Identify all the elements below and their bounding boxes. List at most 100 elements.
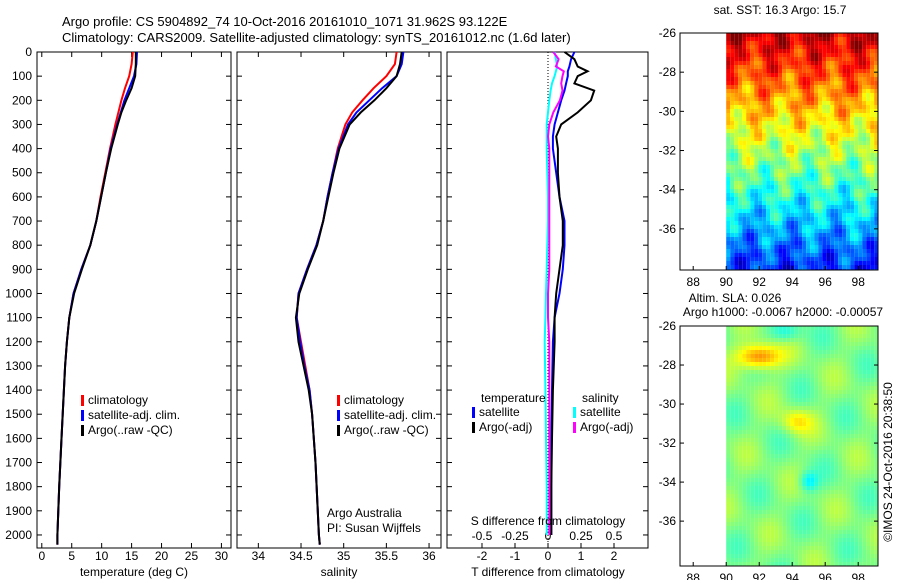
map-cell [802, 261, 807, 265]
map-cell [738, 406, 743, 410]
map-cell [870, 85, 875, 89]
map-cell [794, 97, 799, 101]
map-cell [726, 374, 731, 378]
map-cell [794, 125, 799, 129]
map-cell [814, 458, 819, 462]
map-cell [730, 426, 735, 430]
map-cell [814, 350, 819, 354]
map-cell [726, 249, 731, 253]
map-cell [730, 442, 735, 446]
map-cell [874, 546, 878, 550]
map-cell [750, 342, 755, 346]
map-cell [830, 426, 835, 430]
map-cell [866, 85, 871, 89]
map-cell [846, 414, 851, 418]
map-cell [750, 249, 755, 253]
map-cell [822, 334, 827, 338]
map-cell [746, 49, 751, 53]
map-cell [766, 498, 771, 502]
map-cell [874, 209, 878, 213]
map-cell [726, 193, 731, 197]
map-cell [730, 554, 735, 558]
map-cell [806, 137, 811, 141]
map-cell [726, 514, 731, 518]
map-cell [778, 338, 783, 342]
map-cell [870, 454, 875, 458]
depth-tick-label: 1900 [5, 504, 32, 518]
map-cell [798, 133, 803, 137]
map-cell [866, 334, 871, 338]
map-cell [806, 57, 811, 61]
map-cell [802, 410, 807, 414]
map-cell [750, 562, 755, 566]
map-cell [790, 205, 795, 209]
map-cell [798, 173, 803, 177]
map-cell [798, 197, 803, 201]
map-cell [782, 346, 787, 350]
map-cell [818, 454, 823, 458]
map-cell [846, 486, 851, 490]
map-cell [742, 253, 747, 257]
map-cell [786, 526, 791, 530]
map-cell [770, 538, 775, 542]
map-cell [742, 97, 747, 101]
map-cell [770, 177, 775, 181]
map-cell [850, 189, 855, 193]
map-cell [834, 213, 839, 217]
sla-map-subtitle: Argo h1000: -0.0067 h2000: -0.00057 [683, 305, 883, 319]
map-cell [766, 478, 771, 482]
map-cell [790, 502, 795, 506]
map-cell [798, 53, 803, 57]
map-cell [782, 125, 787, 129]
map-cell [762, 426, 767, 430]
map-cell [870, 213, 875, 217]
map-cell [842, 382, 847, 386]
map-cell [794, 249, 799, 253]
map-cell [766, 418, 771, 422]
map-cell [870, 386, 875, 390]
map-cell [802, 237, 807, 241]
map-cell [754, 77, 759, 81]
map-cell [858, 193, 863, 197]
map-cell [742, 438, 747, 442]
map-cell [782, 37, 787, 41]
map-cell [794, 77, 799, 81]
map-cell [734, 53, 739, 57]
map-cell [746, 562, 751, 566]
legend-label: satellite [479, 405, 520, 419]
map-cell [802, 390, 807, 394]
map-cell [870, 378, 875, 382]
map-cell [786, 438, 791, 442]
map-cell [830, 109, 835, 113]
map-cell [822, 261, 827, 265]
map-cell [842, 446, 847, 450]
map-cell [806, 45, 811, 49]
map-cell [846, 233, 851, 237]
map-cell [746, 390, 751, 394]
map-cell [738, 370, 743, 374]
map-cell [866, 438, 871, 442]
map-cell [738, 129, 743, 133]
map-cell [790, 85, 795, 89]
map-cell [782, 454, 787, 458]
map-cell [794, 225, 799, 229]
map-cell [750, 502, 755, 506]
map-cell [786, 374, 791, 378]
map-cell [862, 165, 867, 169]
map-cell [834, 402, 839, 406]
map-cell [838, 113, 843, 117]
map-cell [766, 97, 771, 101]
map-cell [754, 117, 759, 121]
map-cell [742, 217, 747, 221]
map-cell [874, 81, 878, 85]
map-cell [846, 398, 851, 402]
map-cell [730, 49, 735, 53]
map-cell [850, 197, 855, 201]
map-cell [810, 57, 815, 61]
map-cell [750, 518, 755, 522]
map-cell [738, 53, 743, 57]
map-cell [734, 530, 739, 534]
map-cell [838, 233, 843, 237]
map-cell [758, 161, 763, 165]
map-cell [802, 482, 807, 486]
